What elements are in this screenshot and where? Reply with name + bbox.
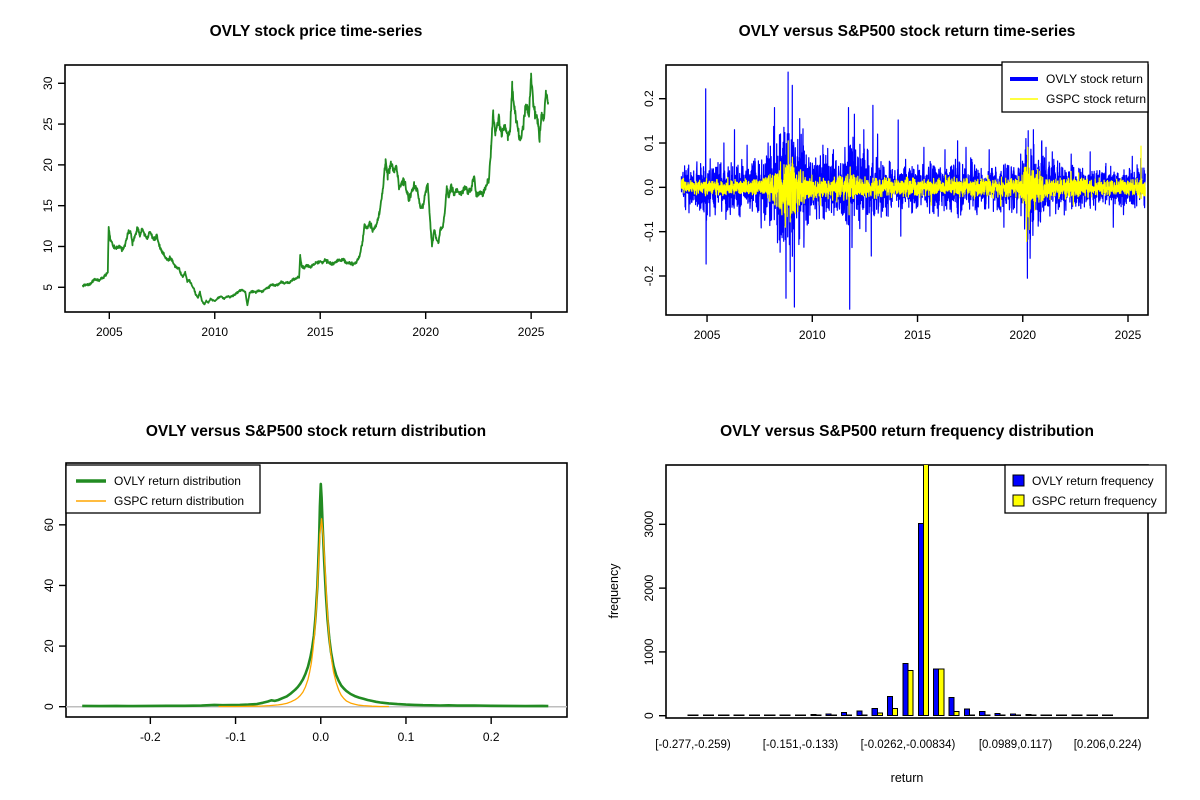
legend-return-distribution: OVLY return distribution GSPC return dis… [65,464,261,514]
chart-title: OVLY versus S&P500 stock return time-ser… [739,23,1076,40]
svg-text:[-0.0262,-0.00834): [-0.0262,-0.00834) [861,739,956,751]
axes-layer-1: -0.2 -0.1 0.0 0.1 0.2 2005 2010 2015 2020 2025 [642,64,1149,342]
legend-label-ovly-frequency: OVLY return frequency [1032,474,1154,488]
svg-text:20: 20 [42,639,56,653]
svg-text:5: 5 [41,284,55,291]
panel-return-distribution: OVLY versus S&P500 stock return distribu… [42,423,568,744]
legend-swatch-ovly-frequency-square [1012,474,1025,487]
panel-return-timeseries: OVLY versus S&P500 stock return time-ser… [642,23,1149,342]
svg-text:2000: 2000 [642,574,656,601]
legend-label-ovly-return: OVLY stock return [1046,72,1143,86]
legend-frame [65,464,261,514]
svg-text:2005: 2005 [96,325,123,339]
svg-text:30: 30 [41,76,55,90]
x-axis-label: return [891,771,924,785]
svg-text:2025: 2025 [518,325,545,339]
y-axis-label: frequency [607,563,621,619]
svg-text:0.1: 0.1 [398,730,415,744]
svg-text:2025: 2025 [1115,328,1142,342]
svg-text:10: 10 [41,239,55,253]
legend-frame [1001,61,1149,113]
svg-text:-0.2: -0.2 [642,265,656,286]
svg-text:1000: 1000 [642,638,656,665]
series-layer-3 [687,465,1114,717]
svg-text:0: 0 [642,712,656,719]
svg-text:60: 60 [42,518,56,532]
svg-text:0.2: 0.2 [642,90,656,107]
svg-text:0.0: 0.0 [312,730,329,744]
legend-return-frequency: OVLY return frequency GSPC return freque… [1004,464,1167,514]
svg-text:0.1: 0.1 [642,134,656,151]
chart-title: OVLY stock price time-series [210,23,423,40]
svg-text:15: 15 [41,199,55,213]
svg-text:[0.206,0.224): [0.206,0.224) [1074,739,1142,751]
chart-title: OVLY versus S&P500 stock return distribu… [146,423,486,440]
legend-return-timeseries: OVLY stock return GSPC stock return [1001,61,1149,113]
svg-text:0.0: 0.0 [642,179,656,196]
axes-layer-2: 0 20 40 60 -0.2 -0.1 0.0 0.1 0.2 [42,462,568,744]
legend-label-gspc-frequency: GSPC return frequency [1032,494,1157,508]
legend-label-ovly-density: OVLY return distribution [114,474,241,488]
legend-swatch-gspc-frequency-square [1012,494,1025,507]
svg-text:2015: 2015 [904,328,931,342]
svg-text:3000: 3000 [642,511,656,538]
series-layer-1 [680,71,1146,310]
svg-text:[-0.277,-0.259): [-0.277,-0.259) [655,739,731,751]
axes-layer-3: 0 1000 2000 3000 [-0.277,-0.259) [-0.151,-0.1… [642,464,1149,751]
svg-text:20: 20 [41,158,55,172]
svg-text:2010: 2010 [799,328,826,342]
svg-text:40: 40 [42,578,56,592]
panel-return-frequency: OVLY versus S&P500 return frequency dist… [607,423,1167,785]
panel-price-timeseries: OVLY stock price time-series 51015202530… [41,23,568,339]
svg-text:-0.2: -0.2 [140,730,161,744]
legend-frame [1004,464,1167,514]
svg-text:2010: 2010 [201,325,228,339]
svg-text:0.2: 0.2 [483,730,500,744]
svg-text:2015: 2015 [307,325,334,339]
svg-text:2005: 2005 [694,328,721,342]
svg-text:0: 0 [42,703,56,710]
svg-text:-0.1: -0.1 [642,221,656,242]
svg-text:2020: 2020 [412,325,439,339]
legend-label-gspc-density: GSPC return distribution [114,494,244,508]
chart-title: OVLY versus S&P500 return frequency dist… [720,423,1094,440]
svg-text:-0.1: -0.1 [225,730,246,744]
svg-text:[-0.151,-0.133): [-0.151,-0.133) [763,739,839,751]
series-layer-0 [82,72,549,307]
series-layer-2 [66,482,567,708]
svg-text:25: 25 [41,117,55,131]
svg-text:2020: 2020 [1009,328,1036,342]
legend-label-gspc-return: GSPC stock return [1046,92,1146,106]
svg-text:[0.0989,0.117): [0.0989,0.117) [979,739,1052,751]
